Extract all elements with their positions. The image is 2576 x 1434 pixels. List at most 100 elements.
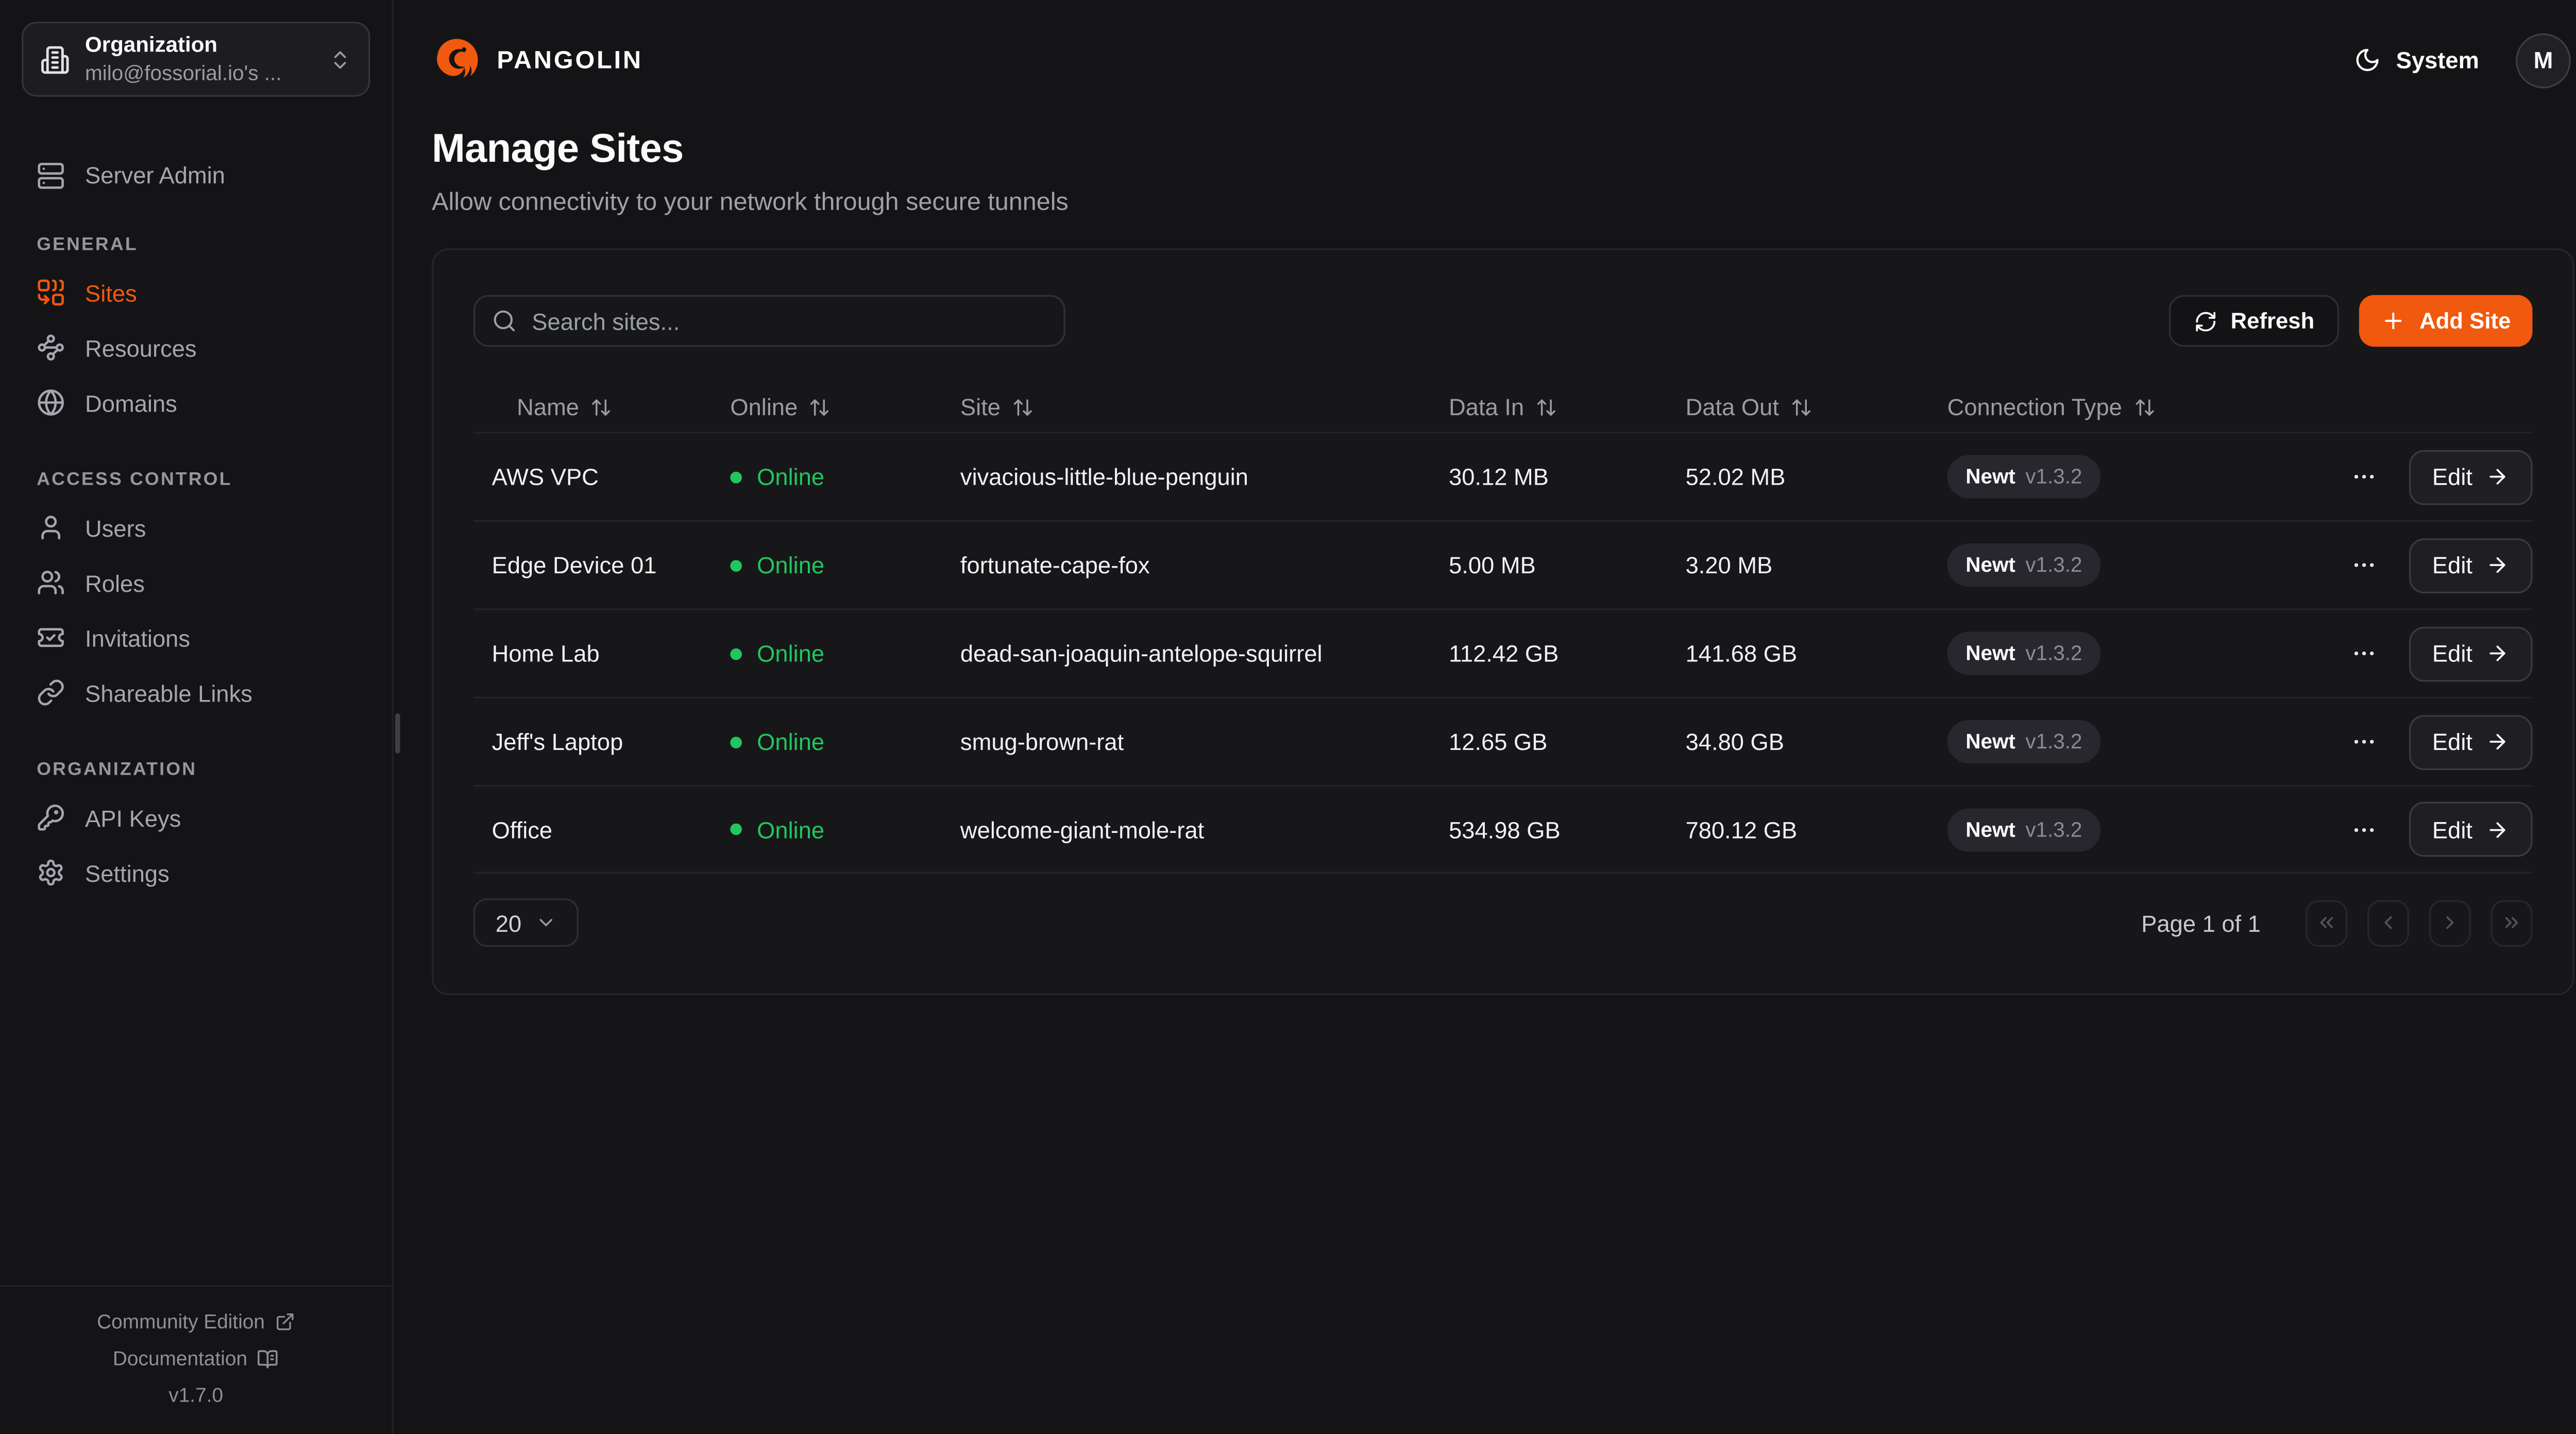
sidebar-item-domains[interactable]: Domains	[13, 375, 379, 430]
online-status-dot	[730, 647, 742, 659]
toolbar: Refresh Add Site	[473, 250, 2533, 347]
sort-icon	[809, 396, 831, 418]
refresh-icon	[2194, 309, 2217, 332]
user-icon	[37, 514, 65, 542]
row-menu-button[interactable]	[2347, 460, 2381, 493]
add-site-button[interactable]: Add Site	[2359, 295, 2533, 347]
table-row[interactable]: Edge Device 01 Online fortunate-cape-fox…	[473, 520, 2533, 609]
cell-data-out: 3.20 MB	[1685, 552, 1773, 578]
sidebar-item-label: Settings	[85, 859, 170, 886]
cell-name: AWS VPC	[492, 463, 599, 490]
sort-icon	[2134, 396, 2156, 418]
column-header-name[interactable]: Name	[473, 394, 730, 420]
theme-toggle[interactable]: System	[2354, 46, 2479, 74]
topbar: PANGOLIN System M	[394, 0, 2576, 120]
sidebar-resize-handle[interactable]	[395, 713, 400, 754]
sidebar-item-invitations[interactable]: Invitations	[13, 610, 379, 665]
sidebar-item-sites[interactable]: Sites	[13, 265, 379, 320]
sidebar-item-label: Sites	[85, 279, 137, 306]
edit-button[interactable]: Edit	[2409, 626, 2533, 681]
avatar-initial: M	[2533, 46, 2553, 74]
add-site-label: Add Site	[2419, 308, 2511, 334]
brand: PANGOLIN	[432, 35, 643, 85]
cell-site: dead-san-joaquin-antelope-squirrel	[960, 640, 1323, 667]
sort-icon	[1536, 396, 1557, 418]
edit-button[interactable]: Edit	[2409, 801, 2533, 857]
cell-data-in: 30.12 MB	[1449, 463, 1549, 490]
page-size-select[interactable]: 20	[473, 898, 579, 947]
chevron-right-icon	[2439, 912, 2461, 933]
community-edition-label: Community Edition	[97, 1310, 265, 1334]
edit-button[interactable]: Edit	[2409, 714, 2533, 770]
ticket-check-icon	[37, 623, 65, 652]
search-input[interactable]	[532, 308, 1047, 334]
table-row[interactable]: AWS VPC Online vivacious-little-blue-pen…	[473, 432, 2533, 520]
arrow-right-icon	[2486, 730, 2509, 753]
sidebar-item-api-keys[interactable]: API Keys	[13, 790, 379, 845]
sidebar-item-shareable-links[interactable]: Shareable Links	[13, 665, 379, 720]
first-page-button[interactable]	[2306, 899, 2348, 946]
column-header-connection-type[interactable]: Connection Type	[1947, 394, 2341, 420]
next-page-button[interactable]	[2429, 899, 2471, 946]
online-status-dot	[730, 471, 742, 483]
sidebar-item-resources[interactable]: Resources	[13, 320, 379, 375]
sidebar-item-label: Server Admin	[85, 161, 226, 189]
cell-online: Online	[730, 816, 960, 843]
last-page-button[interactable]	[2490, 899, 2533, 946]
online-status-label: Online	[757, 728, 825, 755]
previous-page-button[interactable]	[2367, 899, 2410, 946]
column-header-site[interactable]: Site	[960, 394, 1449, 420]
table-row[interactable]: Office Online welcome-giant-mole-rat 534…	[473, 785, 2533, 874]
sidebar-item-settings[interactable]: Settings	[13, 845, 379, 900]
cell-data-out: 141.68 GB	[1685, 640, 1798, 667]
sidebar-item-users[interactable]: Users	[13, 500, 379, 555]
chevron-down-icon	[535, 912, 556, 933]
theme-label: System	[2396, 46, 2479, 74]
row-menu-button[interactable]	[2347, 725, 2381, 759]
column-header-online[interactable]: Online	[730, 394, 960, 420]
connection-type-badge: Newt v1.3.2	[1947, 720, 2101, 764]
arrow-right-icon	[2486, 642, 2509, 665]
edit-button[interactable]: Edit	[2409, 449, 2533, 504]
table-row[interactable]: Home Lab Online dead-san-joaquin-antelop…	[473, 608, 2533, 697]
column-header-data-in[interactable]: Data In	[1449, 394, 1686, 420]
ellipsis-icon	[2350, 464, 2377, 490]
row-menu-button[interactable]	[2347, 637, 2381, 670]
refresh-button[interactable]: Refresh	[2168, 295, 2340, 347]
connection-type-badge: Newt v1.3.2	[1947, 543, 2101, 587]
cell-online: Online	[730, 640, 960, 667]
sidebar-item-server-admin[interactable]: Server Admin	[13, 155, 379, 195]
table-row[interactable]: Jeff's Laptop Online smug-brown-rat 12.6…	[473, 696, 2533, 786]
org-switcher[interactable]: Organization milo@fossorial.io's ...	[22, 22, 370, 97]
sidebar-item-label: Domains	[85, 389, 177, 416]
link-icon	[37, 678, 65, 707]
cell-actions: Edit	[2341, 449, 2533, 504]
cell-actions: Edit	[2341, 714, 2533, 770]
cell-site: welcome-giant-mole-rat	[960, 816, 1205, 843]
search-box	[473, 295, 1065, 347]
row-menu-button[interactable]	[2347, 813, 2381, 846]
online-status-label: Online	[757, 816, 825, 843]
sidebar-item-label: Roles	[85, 569, 145, 596]
table-header: Name Online Site Data In Data Out	[473, 382, 2532, 432]
chevron-left-icon	[2378, 912, 2399, 933]
cell-site: vivacious-little-blue-penguin	[960, 463, 1249, 490]
refresh-label: Refresh	[2230, 308, 2315, 334]
gear-icon	[37, 859, 65, 887]
server-icon	[37, 161, 65, 189]
community-edition-link[interactable]: Community Edition	[0, 1304, 392, 1340]
column-header-data-out[interactable]: Data Out	[1686, 394, 1947, 420]
brand-name: PANGOLIN	[497, 45, 643, 75]
book-open-icon	[258, 1347, 279, 1369]
sidebar-item-roles[interactable]: Roles	[13, 555, 379, 610]
avatar[interactable]: M	[2516, 32, 2571, 88]
row-menu-button[interactable]	[2347, 549, 2381, 582]
sidebar-item-label: API Keys	[85, 804, 181, 831]
connection-type-badge: Newt v1.3.2	[1947, 455, 2101, 499]
documentation-link[interactable]: Documentation	[0, 1340, 392, 1377]
cell-data-in: 12.65 GB	[1449, 728, 1548, 755]
section-label-access-control: ACCESS CONTROL	[37, 470, 232, 490]
sort-icon	[591, 396, 613, 418]
edit-button[interactable]: Edit	[2409, 537, 2533, 593]
sidebar: Organization milo@fossorial.io's ... Ser…	[0, 0, 394, 1433]
